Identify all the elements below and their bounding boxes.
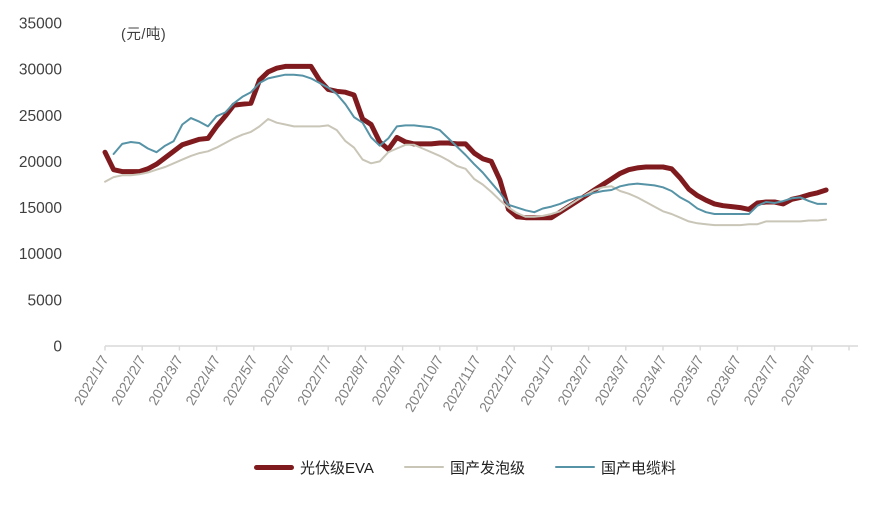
x-tick-label: 2022/2/7 (108, 352, 149, 407)
legend-item-pv-eva: 光伏级EVA (254, 457, 374, 478)
y-tick-label: 15000 (19, 200, 62, 217)
chart-legend: 光伏级EVA 国产发泡级 国产电缆料 (28, 452, 874, 482)
x-tick-label: 2023/3/7 (591, 352, 632, 407)
x-tick-label: 2023/4/7 (628, 352, 669, 407)
y-tick-label: 25000 (19, 108, 62, 125)
y-axis-unit-label: (元/吨) (121, 27, 167, 43)
series-line-2 (112, 73, 828, 215)
y-tick-label: 0 (53, 339, 62, 356)
x-tick-label: 2022/6/7 (256, 352, 297, 407)
series-line-1 (104, 118, 828, 227)
pv-eva-line-swatch (254, 464, 295, 470)
x-tick-label: 2022/3/7 (145, 352, 186, 407)
x-tick-label: 2022/8/7 (331, 352, 372, 407)
legend-label-pv-eva: 光伏级EVA (300, 459, 374, 477)
x-tick-label: 2023/5/7 (666, 352, 707, 407)
y-tick-label: 20000 (19, 154, 62, 171)
y-tick-label: 10000 (19, 246, 62, 263)
x-tick-label: 2022/9/7 (368, 352, 409, 407)
x-tick-label: 2022/1/7 (70, 352, 111, 407)
legend-item-cable-grade: 国产电缆料 (554, 457, 676, 478)
x-tick-label: 2022/5/7 (219, 352, 260, 407)
y-tick-label: 30000 (19, 62, 62, 79)
y-tick-label: 5000 (28, 292, 63, 309)
legend-label-foam-grade: 国产发泡级 (449, 459, 525, 477)
y-tick-label: 35000 (19, 16, 62, 33)
x-tick-label: 2022/7/7 (294, 352, 335, 407)
legend-item-foam-grade: 国产发泡级 (403, 457, 525, 478)
x-tick-label: 2023/1/7 (517, 352, 558, 407)
cable-grade-line-swatch (554, 466, 595, 468)
x-tick-label: 2022/4/7 (182, 352, 223, 407)
x-tick-label: 2023/8/7 (777, 352, 818, 407)
series-line-0 (102, 63, 829, 221)
foam-grade-line-swatch (403, 466, 444, 468)
x-tick-label: 2023/2/7 (554, 352, 595, 407)
legend-label-cable-grade: 国产电缆料 (600, 459, 676, 477)
x-tick-label: 2023/7/7 (740, 352, 781, 407)
x-tick-label: 2023/6/7 (703, 352, 744, 407)
